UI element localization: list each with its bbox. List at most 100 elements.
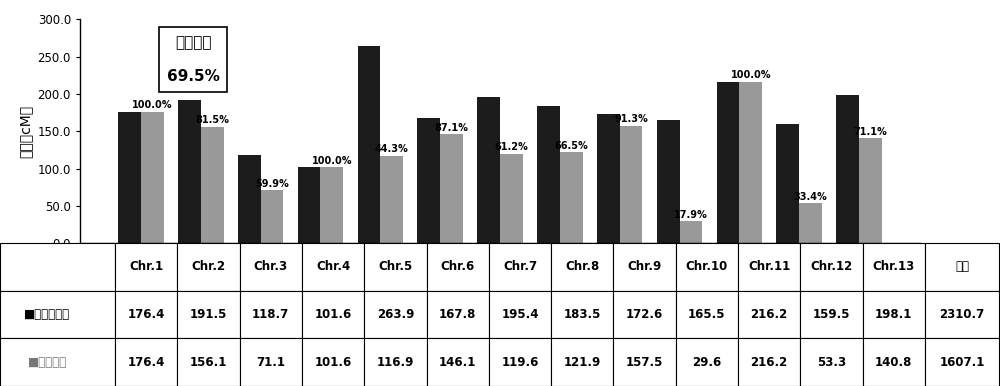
FancyBboxPatch shape	[613, 339, 676, 386]
Bar	[178, 100, 201, 243]
Text: 216.2: 216.2	[751, 308, 788, 321]
FancyBboxPatch shape	[177, 243, 240, 291]
Text: 172.6: 172.6	[626, 308, 663, 321]
FancyBboxPatch shape	[427, 291, 489, 339]
Bar	[776, 124, 799, 243]
FancyBboxPatch shape	[364, 339, 427, 386]
FancyBboxPatch shape	[0, 291, 115, 339]
Text: 100.0%: 100.0%	[731, 70, 771, 80]
Bar	[261, 190, 283, 243]
FancyBboxPatch shape	[0, 243, 115, 291]
Bar	[417, 118, 440, 243]
Bar	[118, 112, 141, 243]
Text: 176.4: 176.4	[127, 308, 165, 321]
Text: 116.9: 116.9	[377, 356, 414, 369]
Text: 216.2: 216.2	[751, 356, 788, 369]
Text: 100.0%: 100.0%	[312, 156, 352, 166]
Text: 121.9: 121.9	[564, 356, 601, 369]
FancyBboxPatch shape	[0, 339, 115, 386]
FancyBboxPatch shape	[115, 291, 177, 339]
Text: 146.1: 146.1	[439, 356, 476, 369]
Text: 198.1: 198.1	[875, 308, 913, 321]
Text: 167.8: 167.8	[439, 308, 476, 321]
FancyBboxPatch shape	[115, 339, 177, 386]
Y-axis label: 长度（cM）: 长度（cM）	[18, 105, 32, 158]
FancyBboxPatch shape	[240, 291, 302, 339]
FancyBboxPatch shape	[863, 243, 925, 291]
Text: 87.1%: 87.1%	[435, 123, 468, 133]
FancyBboxPatch shape	[925, 243, 999, 291]
Text: Chr.4: Chr.4	[316, 261, 350, 274]
FancyBboxPatch shape	[738, 339, 800, 386]
Text: 合计: 合计	[955, 261, 969, 274]
Bar	[440, 134, 463, 243]
FancyBboxPatch shape	[676, 339, 738, 386]
Text: 156.1: 156.1	[190, 356, 227, 369]
FancyBboxPatch shape	[302, 243, 364, 291]
Text: 61.2%: 61.2%	[494, 142, 528, 152]
Text: Chr.3: Chr.3	[254, 261, 288, 274]
FancyBboxPatch shape	[738, 291, 800, 339]
FancyBboxPatch shape	[427, 243, 489, 291]
FancyBboxPatch shape	[676, 291, 738, 339]
Text: Chr.1: Chr.1	[129, 261, 163, 274]
FancyBboxPatch shape	[925, 339, 999, 386]
FancyBboxPatch shape	[240, 339, 302, 386]
FancyBboxPatch shape	[427, 339, 489, 386]
Text: 195.4: 195.4	[501, 308, 539, 321]
FancyBboxPatch shape	[240, 243, 302, 291]
Text: ■染色体长度: ■染色体长度	[24, 308, 71, 321]
Text: 59.9%: 59.9%	[255, 179, 289, 189]
FancyBboxPatch shape	[364, 243, 427, 291]
Text: 1607.1: 1607.1	[939, 356, 985, 369]
Text: 101.6: 101.6	[314, 356, 352, 369]
FancyBboxPatch shape	[800, 291, 863, 339]
Text: 263.9: 263.9	[377, 308, 414, 321]
FancyBboxPatch shape	[738, 243, 800, 291]
FancyBboxPatch shape	[551, 339, 613, 386]
FancyBboxPatch shape	[489, 339, 551, 386]
Text: 159.5: 159.5	[813, 308, 850, 321]
Text: Chr.5: Chr.5	[378, 261, 413, 274]
Text: Chr.9: Chr.9	[627, 261, 662, 274]
Text: 33.4%: 33.4%	[794, 192, 827, 202]
FancyBboxPatch shape	[302, 339, 364, 386]
FancyBboxPatch shape	[177, 291, 240, 339]
Bar	[358, 46, 380, 243]
Bar	[680, 221, 702, 243]
Text: Chr.7: Chr.7	[503, 261, 537, 274]
Text: 53.3: 53.3	[817, 356, 846, 369]
Bar	[739, 82, 762, 243]
Text: Chr.6: Chr.6	[441, 261, 475, 274]
Text: 66.5%: 66.5%	[554, 141, 588, 151]
FancyBboxPatch shape	[863, 339, 925, 386]
FancyBboxPatch shape	[177, 339, 240, 386]
Bar	[477, 97, 500, 243]
FancyBboxPatch shape	[676, 243, 738, 291]
Bar	[657, 120, 680, 243]
Text: Chr.11: Chr.11	[748, 261, 790, 274]
Text: 71.1: 71.1	[256, 356, 285, 369]
Text: 157.5: 157.5	[626, 356, 663, 369]
Bar	[298, 168, 320, 243]
Text: 29.6: 29.6	[692, 356, 722, 369]
FancyBboxPatch shape	[800, 339, 863, 386]
FancyBboxPatch shape	[115, 243, 177, 291]
Text: ■覆盖长度: ■覆盖长度	[28, 356, 67, 369]
Text: 176.4: 176.4	[127, 356, 165, 369]
Text: 2310.7: 2310.7	[939, 308, 985, 321]
Text: 71.1%: 71.1%	[854, 127, 887, 137]
Bar	[320, 168, 343, 243]
Bar	[836, 95, 859, 243]
Text: 100.0%: 100.0%	[132, 100, 173, 110]
FancyBboxPatch shape	[489, 291, 551, 339]
FancyBboxPatch shape	[302, 291, 364, 339]
Text: 91.3%: 91.3%	[614, 114, 648, 124]
Text: 81.5%: 81.5%	[195, 115, 229, 125]
Bar	[560, 152, 583, 243]
Text: Chr.12: Chr.12	[810, 261, 853, 274]
Text: 17.9%: 17.9%	[674, 210, 708, 220]
Text: 101.6: 101.6	[314, 308, 352, 321]
Bar	[500, 154, 523, 243]
FancyBboxPatch shape	[925, 291, 999, 339]
